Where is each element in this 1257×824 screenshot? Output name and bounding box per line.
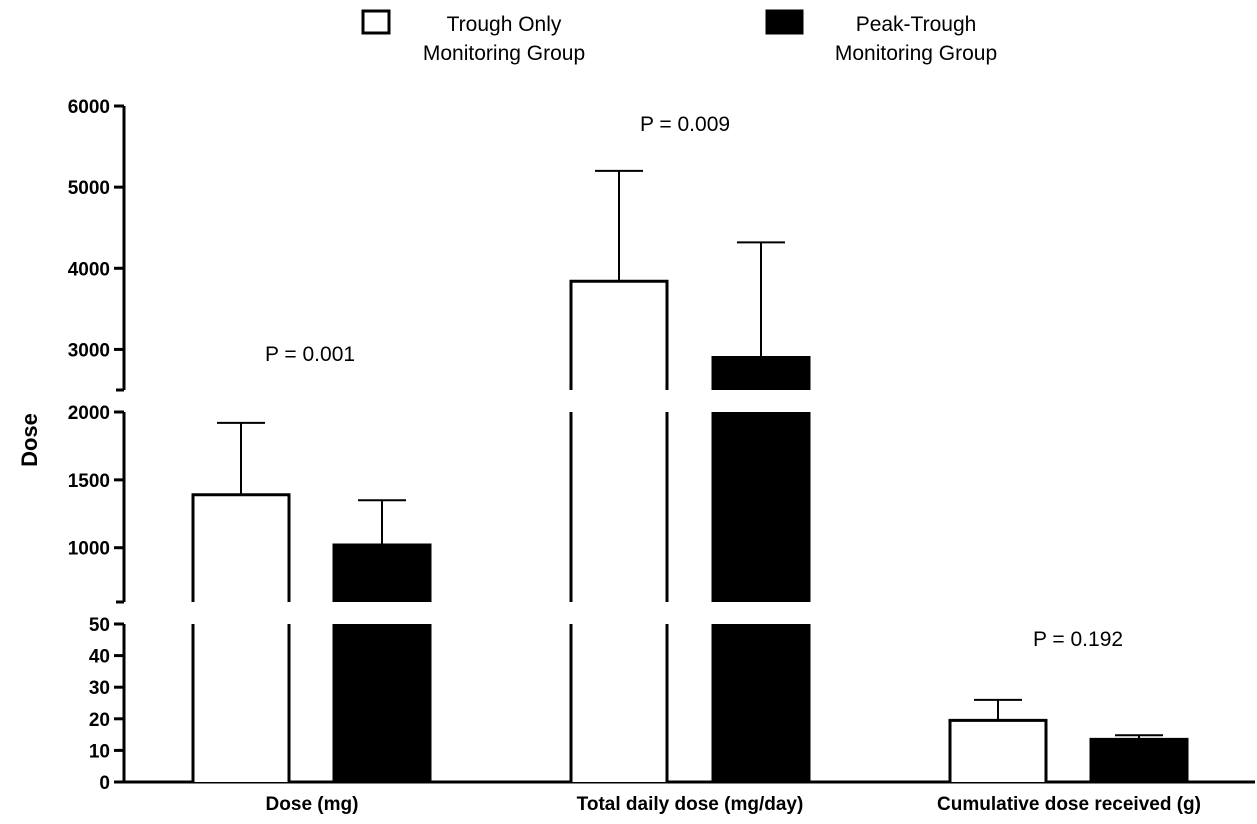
category-label-total-daily-dose: Total daily dose (mg/day) (577, 794, 804, 815)
bar-fill (334, 545, 430, 602)
bar-fill (713, 357, 809, 390)
bar-fill (571, 412, 667, 602)
bar-peak-trough-1 (711, 356, 811, 390)
bar-fill (950, 720, 1046, 782)
y-tick-label: 3000 (68, 340, 110, 361)
y-tick-label: 6000 (68, 97, 110, 118)
category-label-cumulative-dose: Cumulative dose received (g) (937, 794, 1201, 815)
y-tick-label: 40 (89, 647, 110, 668)
y-tick-label: 1000 (68, 539, 110, 560)
legend-swatch-trough-only (361, 9, 391, 35)
bar-trough-only-2 (948, 718, 1048, 782)
p-value-cumulative-dose: P = 0.192 (1033, 628, 1123, 651)
bar-fill (713, 412, 809, 602)
bar-trough-only-1 (569, 412, 669, 602)
bar-trough-only-1 (569, 279, 669, 390)
legend-label-peak-trough-line1: Peak-Trough (856, 13, 977, 36)
legend: Trough Only Monitoring Group Peak-Trough… (361, 9, 997, 65)
y-tick-label: 10 (89, 741, 110, 762)
bar-trough-only-0 (191, 624, 291, 782)
y-tick-label: 1500 (68, 471, 110, 492)
y-tick-label: 2000 (68, 403, 110, 424)
legend-label-peak-trough-line2: Monitoring Group (835, 42, 997, 65)
y-axis: 0 10 20 30 40 50 1000 1500 2000 3000 4000 5000 6000 (68, 97, 1255, 794)
bar-fill (571, 281, 667, 390)
y-tick-label: 20 (89, 710, 110, 731)
bar-fill (1091, 739, 1187, 782)
y-tick-label: 30 (89, 678, 110, 699)
bar-peak-trough-2 (1089, 737, 1189, 782)
legend-label-trough-only-line2: Monitoring Group (423, 42, 585, 65)
p-value-dose: P = 0.001 (265, 343, 355, 366)
p-value-total-daily-dose: P = 0.009 (640, 113, 730, 136)
y-tick-label: 50 (89, 615, 110, 636)
y-tick-label: 0 (99, 773, 110, 794)
bar-peak-trough-1 (711, 412, 811, 602)
bar-fill (193, 494, 289, 602)
bar-trough-only-0 (191, 493, 291, 602)
y-tick-label: 4000 (68, 259, 110, 280)
legend-swatch-peak-trough (765, 9, 804, 35)
bar-peak-trough-1 (711, 624, 811, 782)
bar-peak-trough-0 (332, 624, 432, 782)
y-tick-label: 5000 (68, 178, 110, 199)
bar-trough-only-1 (569, 624, 669, 782)
bars (191, 169, 1189, 782)
bar-fill (571, 624, 667, 782)
bar-peak-trough-0 (332, 543, 432, 602)
bar-fill (334, 624, 430, 782)
bar-fill (713, 624, 809, 782)
category-label-dose: Dose (mg) (266, 794, 359, 815)
bar-fill (193, 624, 289, 782)
y-axis-label: Dose (17, 413, 42, 467)
legend-label-trough-only-line1: Trough Only (447, 13, 562, 36)
